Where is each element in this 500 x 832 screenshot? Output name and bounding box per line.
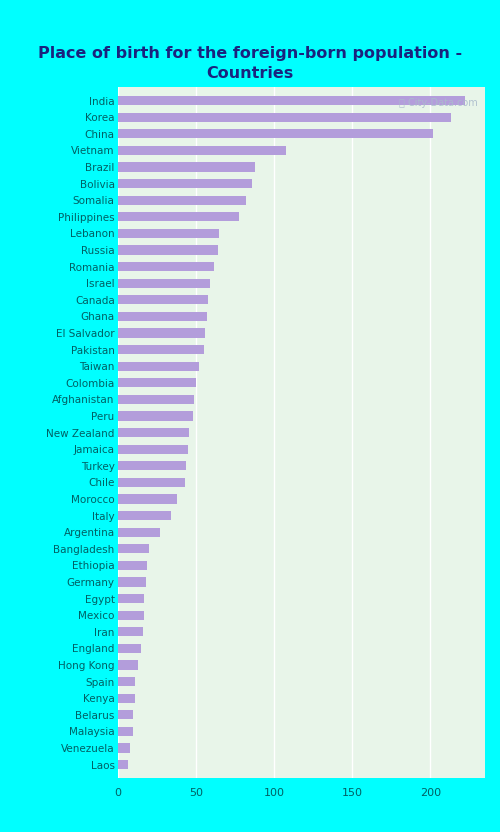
Bar [118,279,210,288]
Bar [118,146,286,155]
Text: Place of birth for the foreign-born population -
Countries: Place of birth for the foreign-born popu… [38,46,462,81]
Bar [118,511,171,520]
Bar [118,561,147,570]
Bar [118,677,134,686]
Bar [118,362,199,371]
Bar [118,527,160,537]
Bar [118,694,134,703]
Bar [118,262,214,271]
Text: ⓘ City-Data.com: ⓘ City-Data.com [399,97,477,107]
Bar [118,727,133,736]
Bar [118,760,128,770]
Bar [118,312,206,321]
Bar [118,96,465,105]
Bar [118,744,130,753]
Bar [118,444,188,453]
Bar [118,329,205,338]
Bar [118,644,141,653]
Bar [118,611,144,620]
Bar [118,661,138,670]
Bar [118,711,133,720]
Bar [118,162,255,171]
Bar [118,395,194,404]
Bar [118,129,434,138]
Bar [118,577,146,587]
Bar [118,345,204,354]
Bar [118,245,218,255]
Bar [118,295,208,305]
Bar [118,594,144,603]
Bar [118,478,184,487]
Bar [118,196,246,205]
Bar [118,461,186,470]
Bar [118,212,240,221]
Bar [118,179,252,188]
Bar [118,412,192,421]
Bar [118,112,450,121]
Bar [118,428,190,437]
Bar [118,494,177,503]
Bar [118,379,196,388]
Bar [118,229,219,238]
Bar [118,627,142,636]
Bar [118,544,149,553]
